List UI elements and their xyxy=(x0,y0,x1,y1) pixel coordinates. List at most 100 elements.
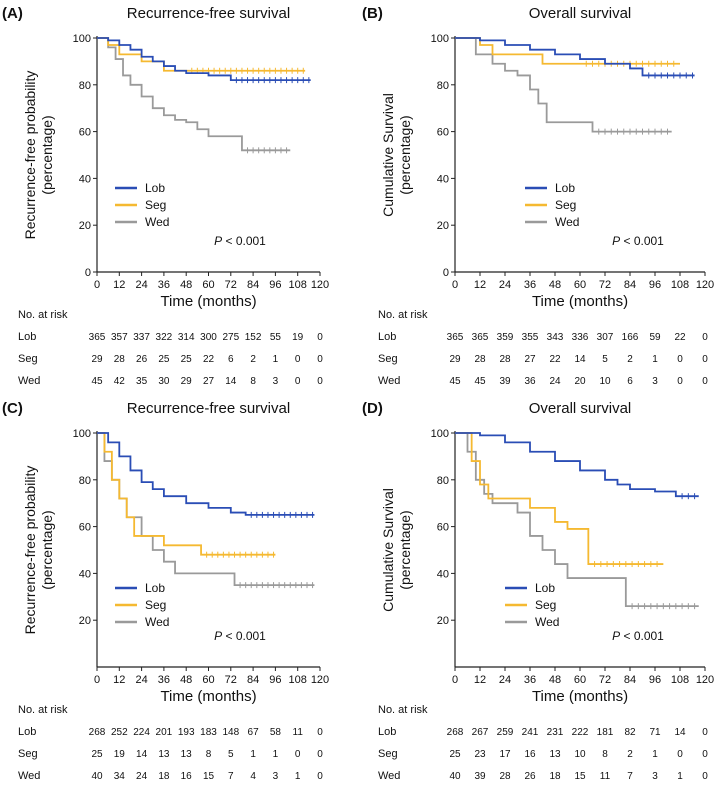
risk-value: 231 xyxy=(547,727,564,738)
risk-value: 22 xyxy=(203,354,215,365)
y-tick-label: 0 xyxy=(443,267,449,279)
y-axis-label: Cumulative Survival xyxy=(380,93,396,217)
risk-value: 183 xyxy=(200,727,217,738)
x-tick-label: 96 xyxy=(649,279,661,291)
legend-label: Seg xyxy=(145,598,166,612)
x-tick-label: 36 xyxy=(158,674,170,686)
risk-value: 1 xyxy=(273,749,279,760)
risk-value: 3 xyxy=(652,376,658,387)
km-chart-b: (B) Overall survival Cumulative Survival (p… xyxy=(362,5,714,387)
risk-value: 10 xyxy=(599,376,611,387)
risk-row-label: Lob xyxy=(18,726,36,738)
risk-row-label: Seg xyxy=(18,748,38,760)
risk-value: 10 xyxy=(574,749,586,760)
y-tick-label: 60 xyxy=(437,127,449,139)
risk-value: 19 xyxy=(114,749,126,760)
risk-value: 0 xyxy=(317,749,323,760)
legend-label: Seg xyxy=(555,198,576,212)
km-curve-seg xyxy=(455,37,680,65)
chart-title: Recurrence-free survival xyxy=(127,400,290,417)
x-axis-label: Time (months) xyxy=(532,688,628,705)
x-tick-label: 120 xyxy=(311,279,329,291)
km-curve-seg xyxy=(97,432,276,556)
risk-value: 252 xyxy=(111,727,128,738)
risk-value: 0 xyxy=(702,376,708,387)
y-tick-label: 20 xyxy=(79,220,91,232)
risk-value: 25 xyxy=(181,354,193,365)
y-tick-label: 80 xyxy=(437,80,449,92)
risk-row-label: Seg xyxy=(378,353,398,365)
x-tick-label: 12 xyxy=(474,279,486,291)
risk-row-label: Wed xyxy=(18,770,40,782)
risk-value: 0 xyxy=(317,354,323,365)
risk-row-label: Lob xyxy=(18,331,36,343)
risk-value: 13 xyxy=(181,749,193,760)
y-tick-label: 100 xyxy=(73,33,91,45)
risk-value: 40 xyxy=(91,771,103,782)
y-axis-label: Recurrence-free probability xyxy=(22,466,38,635)
risk-value: 268 xyxy=(89,727,106,738)
risk-value: 55 xyxy=(270,332,282,343)
p-value: P < 0.001 xyxy=(612,234,664,248)
risk-table-title: No. at risk xyxy=(378,704,428,716)
y-tick-label: 60 xyxy=(79,522,91,534)
y-tick-label: 40 xyxy=(79,568,91,580)
risk-value: 27 xyxy=(203,376,215,387)
km-chart-a: (A) Recurrence-free survival Recurrence-fr… xyxy=(2,5,329,387)
y-tick-label: 20 xyxy=(437,615,449,627)
risk-value: 0 xyxy=(677,376,683,387)
risk-value: 29 xyxy=(181,376,193,387)
x-tick-label: 84 xyxy=(247,674,259,686)
x-axis-label: Time (months) xyxy=(532,293,628,310)
y-tick-label: 100 xyxy=(431,33,449,45)
km-curve-lob xyxy=(97,37,311,82)
risk-value: 13 xyxy=(549,749,561,760)
risk-value: 45 xyxy=(91,376,103,387)
risk-value: 25 xyxy=(91,749,103,760)
legend-label: Lob xyxy=(535,581,555,595)
risk-value: 241 xyxy=(522,727,539,738)
risk-value: 0 xyxy=(317,376,323,387)
risk-value: 18 xyxy=(158,771,170,782)
risk-value: 11 xyxy=(293,727,304,738)
x-tick-label: 24 xyxy=(499,279,511,291)
risk-value: 26 xyxy=(524,771,536,782)
panel-b: (B) Overall survival Cumulative Survival (p… xyxy=(360,0,720,392)
risk-value: 28 xyxy=(499,771,511,782)
risk-value: 23 xyxy=(474,749,486,760)
x-tick-label: 96 xyxy=(649,674,661,686)
x-tick-label: 96 xyxy=(269,279,281,291)
risk-value: 259 xyxy=(497,727,514,738)
risk-value: 7 xyxy=(627,771,633,782)
risk-value: 3 xyxy=(273,771,279,782)
x-tick-label: 72 xyxy=(225,279,237,291)
x-tick-label: 120 xyxy=(696,279,714,291)
x-tick-label: 48 xyxy=(549,279,561,291)
risk-value: 25 xyxy=(158,354,170,365)
p-value: P < 0.001 xyxy=(214,234,266,248)
risk-value: 24 xyxy=(549,376,561,387)
y-axis-label: Cumulative Survival xyxy=(380,488,396,612)
risk-value: 58 xyxy=(270,727,282,738)
risk-value: 39 xyxy=(499,376,511,387)
risk-value: 357 xyxy=(111,332,128,343)
x-tick-label: 84 xyxy=(624,279,636,291)
risk-value: 275 xyxy=(222,332,239,343)
y-axis-label: (percentage) xyxy=(39,115,55,194)
x-axis-label: Time (months) xyxy=(160,293,256,310)
risk-value: 1 xyxy=(273,354,279,365)
risk-value: 30 xyxy=(158,376,170,387)
x-tick-label: 108 xyxy=(671,279,689,291)
risk-value: 336 xyxy=(572,332,589,343)
risk-value: 59 xyxy=(649,332,661,343)
risk-value: 11 xyxy=(600,771,611,782)
risk-value: 5 xyxy=(228,749,234,760)
risk-value: 314 xyxy=(178,332,195,343)
legend-label: Lob xyxy=(145,181,165,195)
x-axis-label: Time (months) xyxy=(160,688,256,705)
y-tick-label: 40 xyxy=(79,173,91,185)
risk-value: 27 xyxy=(524,354,536,365)
risk-value: 1 xyxy=(295,771,301,782)
x-tick-label: 24 xyxy=(499,674,511,686)
km-curve-seg xyxy=(455,432,664,565)
